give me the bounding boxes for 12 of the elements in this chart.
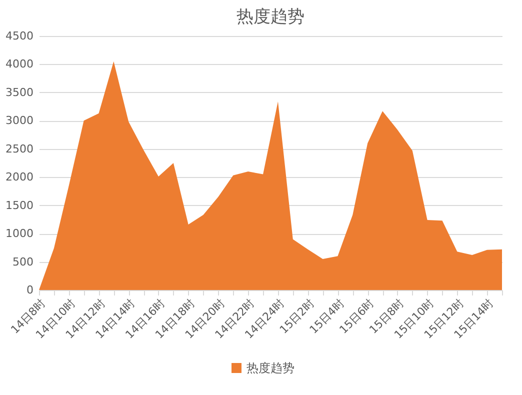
y-tick-label: 500 [12,255,34,268]
legend-label: 热度趋势 [246,361,294,375]
y-tick-label: 4500 [6,30,34,42]
y-tick-label: 1000 [6,227,34,240]
y-tick-label: 2500 [6,142,34,156]
y-tick-label: 2000 [6,170,34,184]
y-tick-label: 3000 [6,114,34,128]
chart-title: 热度趋势 [236,7,304,27]
y-tick-label: 3500 [6,86,34,99]
y-tick-label: 1500 [6,198,34,212]
y-tick-label: 0 [26,284,34,296]
y-tick-label: 4000 [6,58,34,71]
